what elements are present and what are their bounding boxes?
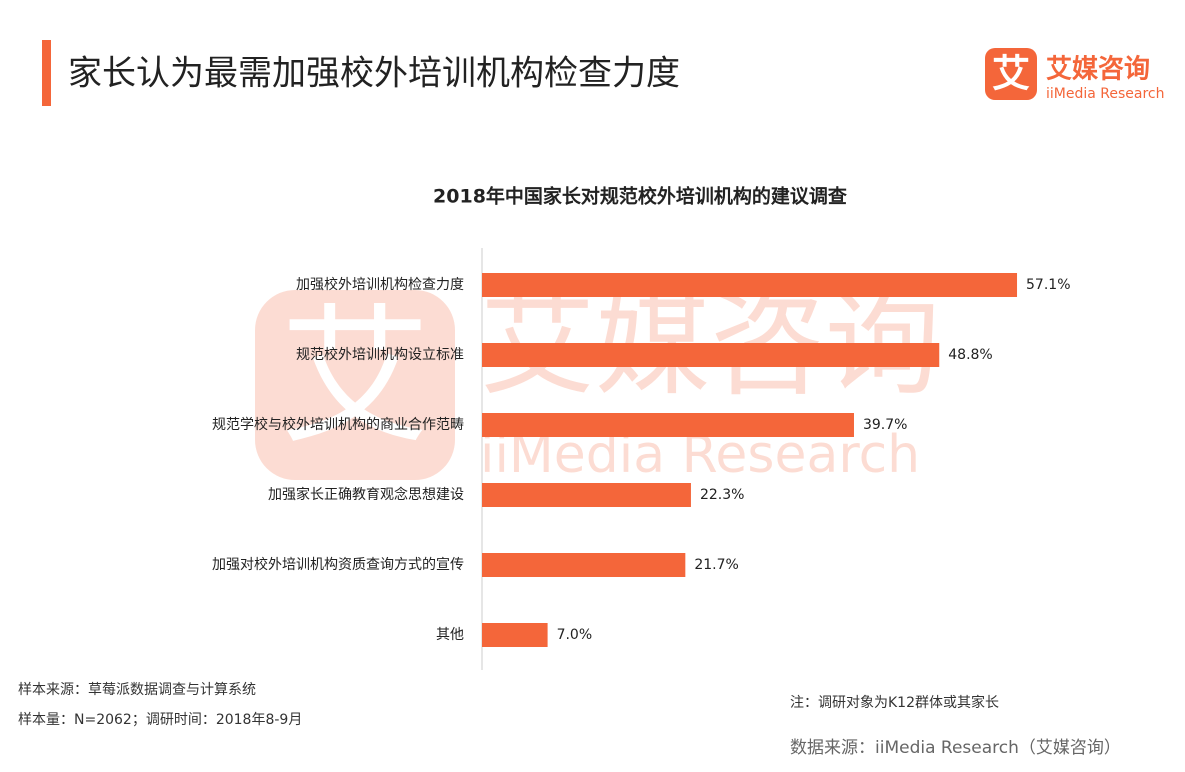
logo-mark: 艾: [992, 52, 1030, 96]
value-label: 7.0%: [557, 627, 593, 643]
bar: [482, 483, 691, 507]
value-label: 39.7%: [863, 417, 907, 433]
page-title: 家长认为最需加强校外培训机构检查力度: [68, 54, 680, 94]
value-label: 22.3%: [700, 487, 744, 503]
category-label: 加强对校外培训机构资质查询方式的宣传: [212, 556, 464, 573]
value-label: 57.1%: [1026, 277, 1070, 293]
watermark: 艾 艾媒咨询 iiMedia Research: [255, 278, 940, 485]
watermark-mark: 艾: [280, 291, 430, 465]
category-label: 加强校外培训机构检查力度: [296, 276, 464, 293]
category-label: 规范学校与校外培训机构的商业合作范畴: [212, 416, 464, 433]
source-line: 样本来源：草莓派数据调查与计算系统: [18, 682, 256, 698]
bar: [482, 413, 854, 437]
bar: [482, 553, 686, 577]
category-label: 其他: [436, 627, 464, 643]
value-label: 21.7%: [694, 557, 738, 573]
value-label: 48.8%: [948, 347, 992, 363]
title-accent: [42, 40, 51, 106]
logo-english: iiMedia Research: [1046, 86, 1165, 102]
logo-box: [985, 48, 1037, 100]
note: 注：调研对象为K12群体或其家长: [790, 694, 999, 711]
bar: [482, 343, 940, 367]
logo-name: 艾媒咨询: [1046, 54, 1150, 85]
watermark-box: [255, 290, 455, 480]
source-line: 样本量：N=2062；调研时间：2018年8-9月: [18, 712, 302, 728]
bar: [482, 273, 1018, 297]
category-label: 规范校外培训机构设立标准: [296, 346, 464, 363]
category-label: 加强家长正确教育观念思想建设: [268, 486, 464, 503]
data-source: 数据来源：iiMedia Research（艾媒咨询）: [790, 738, 1121, 758]
bar: [482, 623, 548, 647]
chart-title: 2018年中国家长对规范校外培训机构的建议调查: [433, 185, 848, 208]
